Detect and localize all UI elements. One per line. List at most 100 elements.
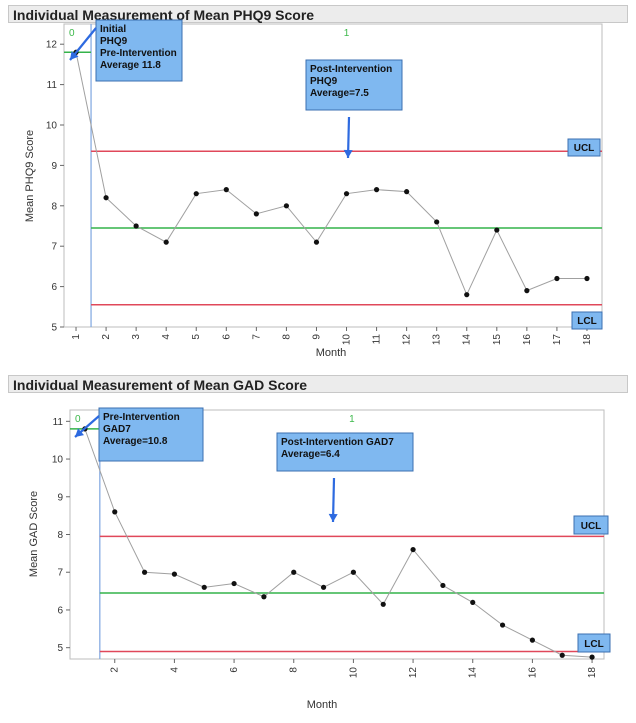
- chart2-data-point: [112, 509, 117, 514]
- chart1-y-tick-label: 10: [46, 121, 58, 132]
- chart1-data-point: [374, 187, 379, 192]
- chart2-lcl-label: LCL: [584, 639, 603, 650]
- chart2-y-tick-label: 7: [57, 568, 63, 579]
- chart1-data-point: [404, 189, 409, 194]
- chart1-callout-text: Average=7.5: [310, 88, 369, 99]
- chart1-x-tick-label: 13: [432, 334, 443, 346]
- chart1-callout-text: Post-Intervention: [310, 64, 392, 75]
- chart2-y-tick-label: 5: [57, 643, 63, 654]
- chart1-data-point: [284, 203, 289, 208]
- chart1-lcl-label: LCL: [577, 316, 596, 327]
- chart1-data-point: [254, 211, 259, 216]
- chart1-x-tick-label: 2: [101, 334, 112, 340]
- chart2-y-tick-label: 10: [52, 455, 64, 466]
- chart2-data-point: [351, 570, 356, 575]
- chart2-y-tick-label: 11: [53, 417, 64, 428]
- chart1-callout-text: Initial: [100, 24, 126, 35]
- chart1-data-point: [494, 227, 499, 232]
- chart1-ucl-label: UCL: [574, 143, 595, 154]
- chart2-data-point: [560, 653, 565, 658]
- chart1-data-point: [584, 276, 589, 281]
- chart2-data-point: [291, 570, 296, 575]
- chart2-data-point: [381, 602, 386, 607]
- chart1-phase-label: 0: [69, 28, 75, 39]
- chart1-x-tick-label: 14: [462, 334, 473, 346]
- chart2-x-tick-label: 14: [468, 667, 479, 679]
- chart2-x-axis-title: Month: [307, 699, 338, 711]
- chart2-phase-label: 0: [75, 414, 81, 425]
- chart1-y-tick-label: 7: [51, 242, 57, 253]
- chart2-data-point: [172, 572, 177, 577]
- chart2-data-point: [530, 638, 535, 643]
- chart2-x-tick-label: 6: [229, 667, 240, 673]
- chart1-x-tick-label: 6: [221, 334, 232, 340]
- chart2-callout-text: Average=6.4: [281, 449, 340, 460]
- chart1-data-point: [314, 240, 319, 245]
- chart1-x-tick-label: 1: [71, 334, 82, 340]
- chart1-x-tick-label: 16: [522, 334, 533, 346]
- chart1-y-axis-title: Mean PHQ9 Score: [24, 130, 36, 222]
- chart2-data-point: [142, 570, 147, 575]
- chart1-y-tick-label: 12: [46, 40, 58, 51]
- chart1-data-point: [554, 276, 559, 281]
- chart2-y-tick-label: 9: [57, 492, 63, 503]
- chart1-data-point: [524, 288, 529, 293]
- chart2-data-point: [500, 622, 505, 627]
- chart1-y-tick-label: 8: [51, 201, 57, 212]
- chart2-ucl-label: UCL: [581, 521, 602, 532]
- chart2-data-point: [410, 547, 415, 552]
- chart2-callout-text: GAD7: [103, 424, 131, 435]
- chart1-y-tick-label: 11: [47, 80, 58, 91]
- chart2-callout-text: Average=10.8: [103, 436, 168, 447]
- chart1-y-tick-label: 5: [51, 323, 57, 334]
- chart1-phase-label: 1: [344, 28, 350, 39]
- chart1-callout-text: Pre-Intervention: [100, 48, 177, 59]
- chart2-y-tick-label: 6: [57, 605, 63, 616]
- chart2-data-point: [231, 581, 236, 586]
- chart1-y-tick-label: 6: [51, 282, 57, 293]
- chart2-y-tick-label: 8: [57, 530, 63, 541]
- chart2-phase-label: 1: [349, 414, 355, 425]
- chart2-data-point: [589, 655, 594, 660]
- chart1-data-point: [224, 187, 229, 192]
- chart1-callout-text: PHQ9: [310, 76, 338, 87]
- chart2-x-tick-label: 8: [289, 667, 300, 673]
- chart2-data-point: [470, 600, 475, 605]
- chart1-x-tick-label: 17: [552, 334, 563, 346]
- chart2-callout-text: Post-Intervention GAD7: [281, 437, 394, 448]
- chart1-x-tick-label: 9: [311, 334, 322, 340]
- chart1-data-point: [134, 223, 139, 228]
- chart2-callout-text: Pre-Intervention: [103, 412, 180, 423]
- chart2-x-tick-label: 18: [587, 667, 598, 679]
- chart1-data-point: [103, 195, 108, 200]
- chart1-data-point: [194, 191, 199, 196]
- chart1-x-tick-label: 15: [492, 334, 503, 346]
- chart1-x-tick-label: 10: [342, 334, 353, 346]
- chart1-data-point: [344, 191, 349, 196]
- chart1-data-point: [434, 219, 439, 224]
- chart2-x-tick-label: 10: [348, 667, 359, 679]
- chart1-data-point: [464, 292, 469, 297]
- chart2-data-point: [202, 585, 207, 590]
- chart1-x-tick-label: 7: [251, 334, 262, 340]
- charts-canvas: 567891011121 2 3 4 5 6 7 8 9 10 11 12 13 14 15 16 17 18Mo…: [0, 0, 636, 723]
- chart1-x-tick-label: 8: [281, 334, 292, 340]
- chart2-x-tick-label: 4: [169, 667, 180, 673]
- chart1-x-tick-label: 12: [402, 334, 413, 346]
- chart1-x-tick-label: 3: [131, 334, 142, 340]
- chart1-data-point: [164, 240, 169, 245]
- chart2-x-tick-label: 2: [110, 667, 121, 673]
- chart2-data-point: [321, 585, 326, 590]
- chart1-x-tick-label: 11: [372, 334, 383, 345]
- chart1-callout-text: PHQ9: [100, 36, 128, 47]
- chart2-data-point: [440, 583, 445, 588]
- chart2-x-tick-label: 12: [408, 667, 419, 679]
- chart1-y-tick-label: 9: [51, 161, 57, 172]
- chart1-callout-text: Average 11.8: [100, 60, 161, 71]
- chart1-x-tick-label: 18: [582, 334, 593, 346]
- chart1-x-axis-title: Month: [316, 347, 347, 359]
- chart2-y-axis-title: Mean GAD Score: [28, 491, 40, 577]
- chart1-x-tick-label: 4: [161, 334, 172, 340]
- chart2-data-point: [261, 594, 266, 599]
- chart2-x-tick-label: 16: [527, 667, 538, 679]
